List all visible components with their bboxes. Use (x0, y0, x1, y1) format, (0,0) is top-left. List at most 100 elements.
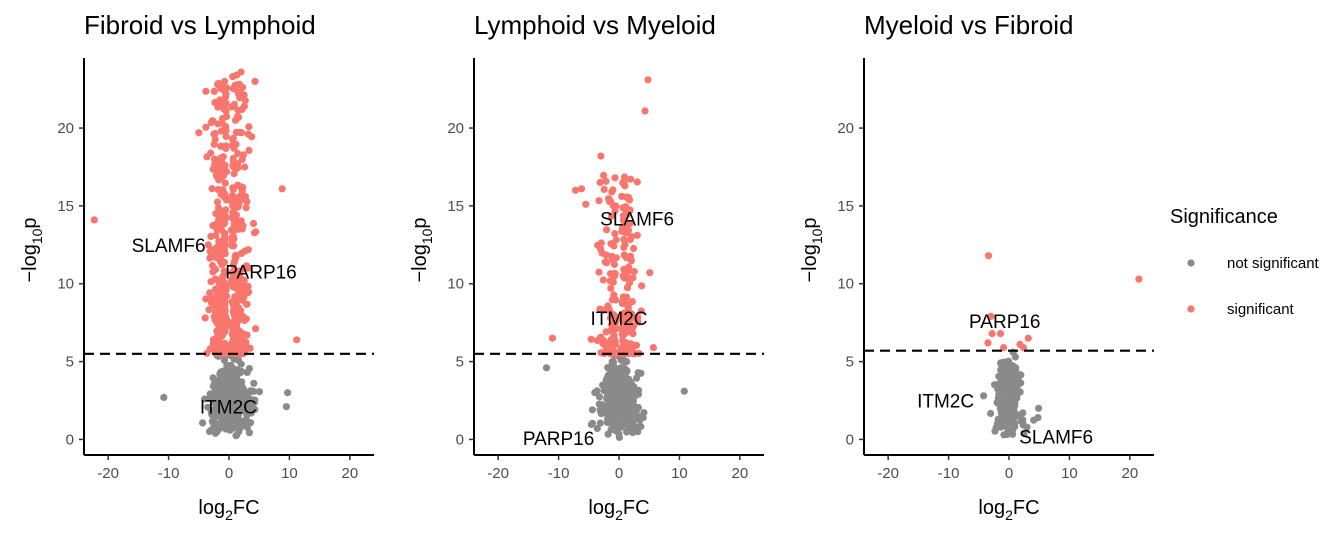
point-significant (245, 288, 253, 296)
y-tick-label: 15 (447, 198, 464, 215)
point-significant (207, 299, 216, 307)
legend-title: Significance (1170, 206, 1278, 228)
point-significant (637, 307, 645, 315)
point-significant (214, 276, 222, 284)
point-significant (618, 330, 626, 338)
point-not-significant (1014, 379, 1022, 388)
point-significant (229, 162, 237, 170)
point-significant (240, 102, 248, 110)
point-significant (241, 163, 249, 171)
point-significant (587, 335, 595, 343)
point-significant (609, 278, 617, 286)
x-axis-label: log2FC (588, 497, 649, 523)
point-not-significant (1013, 386, 1021, 394)
volcano-panel-1: Fibroid vs Lymphoid SLAMF6 PARP16 ITM2C -20 -… (19, 10, 374, 523)
y-tick-label: 15 (57, 198, 74, 215)
point-significant (608, 252, 616, 261)
point-significant (618, 224, 627, 232)
point-significant (628, 298, 636, 306)
point-not-significant (245, 400, 253, 408)
x-tick-label: -10 (548, 465, 570, 482)
point-significant (240, 265, 248, 273)
point-significant (596, 305, 604, 313)
point-not-significant (240, 421, 248, 429)
point-significant (246, 344, 254, 352)
point-not-significant (997, 366, 1005, 374)
point-not-significant (225, 416, 233, 424)
point-significant (626, 220, 634, 228)
y-tick-label: 20 (837, 120, 854, 137)
point-significant (215, 176, 223, 184)
point-significant (237, 338, 245, 346)
point-significant (223, 292, 231, 300)
legend: Significance not significant significant (1170, 206, 1320, 318)
point-significant (595, 268, 603, 276)
point-significant (201, 314, 209, 322)
point-significant (608, 188, 616, 196)
point-significant (629, 274, 637, 282)
point-significant (214, 103, 222, 111)
point-not-significant (618, 391, 626, 399)
point-significant (624, 226, 633, 234)
point-significant (577, 185, 586, 193)
point-significant (207, 119, 215, 127)
point-not-significant (284, 389, 292, 397)
point-not-significant (995, 393, 1003, 402)
point-significant (229, 134, 237, 142)
point-significant (230, 234, 238, 243)
point-not-significant (595, 393, 604, 401)
point-not-significant (591, 389, 599, 397)
point-not-significant (201, 395, 209, 403)
point-not-significant (617, 383, 625, 391)
legend-label-significant: significant (1227, 301, 1295, 318)
point-significant (597, 152, 605, 160)
point-significant (251, 325, 260, 333)
point-significant (237, 129, 246, 137)
point-not-significant (209, 418, 217, 426)
point-significant (597, 349, 605, 357)
x-tick-label: -10 (938, 465, 960, 482)
point-significant (620, 177, 628, 186)
x-tick-label: 10 (281, 465, 298, 482)
point-significant (205, 306, 213, 314)
point-significant (611, 207, 619, 215)
point-significant (629, 330, 637, 338)
panel-title: Fibroid vs Lymphoid (84, 10, 316, 40)
point-significant (607, 284, 615, 292)
point-significant (278, 185, 286, 193)
y-axis-label: −log10p (409, 217, 435, 282)
point-significant (202, 295, 210, 303)
point-significant (229, 261, 237, 269)
point-significant (211, 285, 220, 293)
point-not-significant (221, 399, 229, 408)
point-significant (612, 349, 620, 357)
point-significant (229, 73, 237, 81)
point-not-significant (606, 373, 614, 381)
point-significant (220, 191, 228, 199)
point-not-significant (621, 370, 629, 378)
point-significant (606, 196, 614, 204)
point-not-significant (237, 360, 245, 368)
points (542, 76, 688, 442)
point-not-significant (600, 387, 608, 395)
point-significant (594, 241, 602, 249)
point-not-significant (614, 375, 623, 383)
points (980, 252, 1143, 439)
point-significant (229, 282, 237, 291)
point-significant (203, 153, 211, 161)
point-not-significant (680, 387, 688, 395)
panel-title: Myeloid vs Fibroid (864, 10, 1074, 40)
point-not-significant (987, 409, 995, 418)
point-not-significant (219, 394, 227, 402)
point-significant (627, 257, 636, 265)
point-significant (608, 326, 616, 334)
point-significant (608, 270, 617, 278)
point-not-significant (282, 403, 290, 411)
point-significant (628, 233, 636, 241)
point-significant (209, 268, 217, 276)
point-significant (210, 87, 218, 95)
point-not-significant (634, 369, 642, 377)
point-not-significant (210, 380, 218, 388)
point-not-significant (604, 430, 612, 438)
point-significant (608, 212, 616, 220)
